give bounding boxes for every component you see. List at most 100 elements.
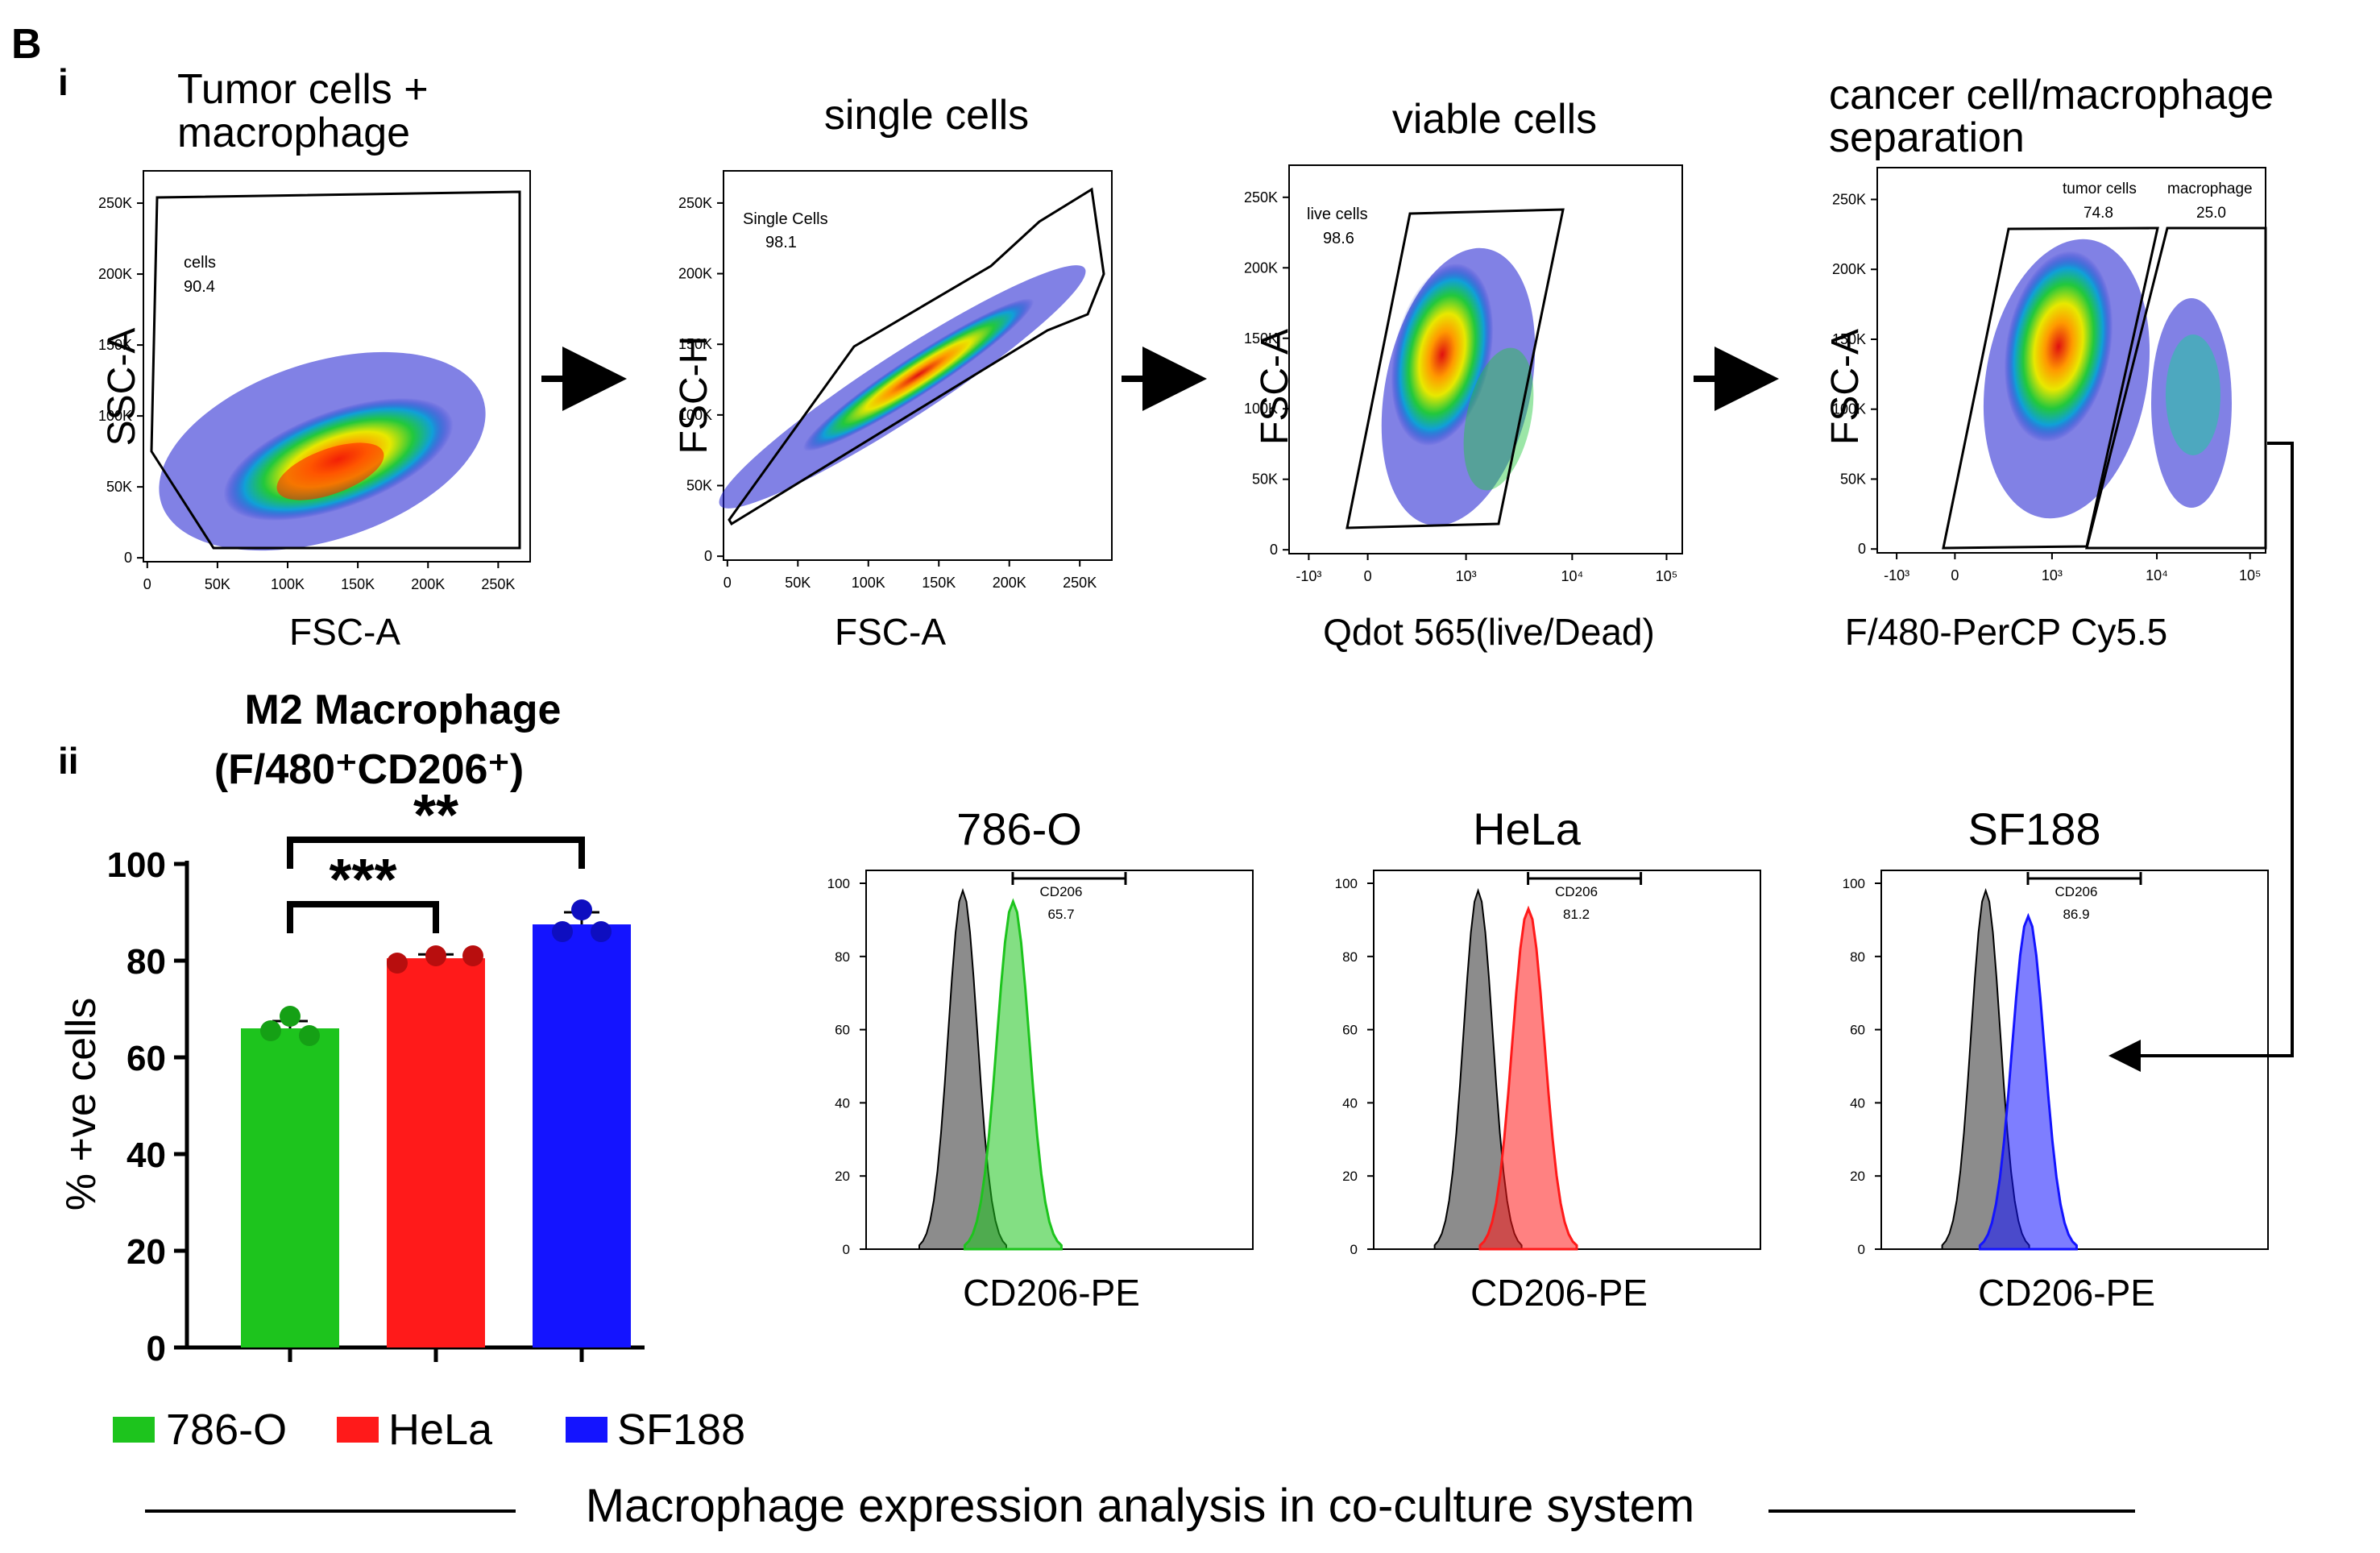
flow3-density [1381,247,1536,526]
flow2-frame [723,170,1113,561]
flow2-gate [728,187,1105,526]
y-tick-label: 0 [1858,541,1866,557]
cd206-gate-label: CD206 [1040,884,1083,899]
connector-arrow [2108,442,2294,1072]
flow4-title-line1: cancer cell/macrophage [1829,72,2274,118]
legend-swatch-HeLa [337,1417,379,1443]
flow2-gate-value: 98.1 [765,234,797,251]
x-tick-label: 10³ [1456,568,1477,584]
x-tick-label: 10⁴ [2146,567,2168,583]
cd206-gate-label: CD206 [2055,884,2098,899]
histogram-title: HeLa [1473,803,1582,854]
y-tick-label: 100K [1244,401,1278,417]
flow-plot-3: viable cells live cells 98.6 FSC-A Qdot … [1244,96,1683,653]
data-point [552,921,573,942]
y-tick-label: 0 [704,548,712,564]
flow2-density [719,265,1086,509]
flow1-gate [150,190,521,550]
histogram-frame [1373,870,1761,1250]
data-point [425,945,446,966]
flow1-title-line1: Tumor cells + [177,66,429,113]
x-tick-label: 50K [205,576,230,592]
hist-y-tick-label: 60 [1342,1023,1358,1038]
significance-bracket [287,901,439,933]
x-tick-label: 150K [922,575,956,591]
flow4-xticks: -10³ 0 10³ 10⁴ 10⁵ [1884,553,2261,583]
hist-y-tick-label: 40 [835,1095,850,1111]
significance-bracket [287,837,585,869]
hist-y-tick-label: 100 [1843,876,1865,891]
x-tick-label: 100K [852,575,885,591]
legend-swatch-SF188 [566,1417,607,1443]
flow1-frame [143,170,531,563]
bar-chart-ylabel: % +ve cells [58,998,105,1210]
flow3-yticks: 0 50K 100K 150K 200K 250K [1244,189,1289,558]
legend-label-786-O: 786-O [166,1406,287,1454]
data-point [260,1020,281,1041]
y-tick-label: 250K [98,195,132,211]
data-point [462,945,483,966]
y-tick-label: 100K [98,408,132,424]
subpanel-i-label: i [58,61,68,103]
flow4-gate2-name: macrophage [2167,181,2253,197]
flow2-xlabel: FSC-A [835,611,946,653]
legend-swatch-786-O [113,1417,155,1443]
flow1-gate-value: 90.4 [184,278,215,296]
hist-y-tick-label: 80 [1342,949,1358,965]
legend-label-SF188: SF188 [617,1406,745,1454]
significance-label: ** [413,783,458,848]
flow2-ylabel: FSC-H [673,336,715,455]
x-tick-label: 0 [143,576,151,592]
flow4-gate1-value: 74.8 [2084,205,2113,222]
flow-plot-1: Tumor cells + macrophage cells 90.4 SSC-… [98,66,531,653]
y-tick-label: 100K [678,407,712,423]
flow1-title-line2: macrophage [177,110,410,156]
flow-plot-2: single cells Single Cells 98.1 FSC-H FSC… [673,92,1113,653]
x-tick-label: 10⁵ [1656,568,1677,584]
x-tick-label: 10³ [2042,567,2063,583]
histogram-xlabel: CD206-PE [963,1272,1140,1314]
bar-786-O [241,1028,339,1347]
x-tick-label: 150K [341,576,375,592]
x-tick-label: 250K [481,576,515,592]
flow2-title: single cells [824,92,1029,139]
hist-y-tick-label: 0 [843,1242,850,1257]
bar-y-tick-label: 60 [126,1039,166,1078]
flow4-yticks: 0 50K 100K 150K 200K 250K [1832,191,1877,557]
x-tick-label: 250K [1063,575,1097,591]
flow3-gate-value: 98.6 [1323,230,1354,247]
flow3-gate-name: live cells [1307,206,1368,223]
flow1-ylabel: SSC-A [101,328,143,446]
x-tick-label: -10³ [1296,568,1321,584]
histogram-xlabel: CD206-PE [1978,1272,2155,1314]
legend: 786-O HeLa SF188 [113,1406,745,1454]
flow3-frame [1288,164,1683,554]
data-point [299,1025,320,1046]
hist-y-tick-label: 100 [827,876,850,891]
x-tick-label: 200K [993,575,1026,591]
bar-HeLa [387,958,485,1347]
cd206-gate-label: CD206 [1555,884,1598,899]
cd206-gate-value: 81.2 [1563,907,1590,922]
y-tick-label: 50K [1252,471,1278,488]
flow1-xlabel: FSC-A [289,611,400,653]
hist-y-tick-label: 20 [835,1169,850,1184]
y-tick-label: 0 [1270,542,1278,558]
hist-y-tick-label: 100 [1335,876,1358,891]
histogram-title: 786-O [956,803,1082,854]
histogram-title: SF188 [1968,803,2101,854]
bar-chart-title-line2: (F/480⁺CD206⁺) [214,746,524,793]
histogram-SF188: SF188 0 20 40 60 80 100 CD206 86.9 CD206-PE [1843,803,2269,1314]
x-tick-label: 10⁵ [2239,567,2261,583]
histograms: 786-O 0 20 40 60 80 100 CD206 65.7 CD206-PE HeLa 0 2… [827,803,2269,1314]
bar-chart-marks [241,899,631,1347]
bar-chart: M2 Macrophage (F/480⁺CD206⁺) % +ve cells… [58,687,645,1368]
flow4-xlabel: F/480-PerCP Cy5.5 [1845,611,2168,653]
y-tick-label: 200K [1832,261,1866,277]
data-point [571,899,592,920]
hist-y-tick-label: 20 [1342,1169,1358,1184]
bar-y-tick-label: 20 [126,1232,166,1272]
cd206-gate [2026,872,2142,885]
bar-y-tick-label: 0 [147,1329,166,1368]
y-tick-label: 50K [686,478,712,494]
